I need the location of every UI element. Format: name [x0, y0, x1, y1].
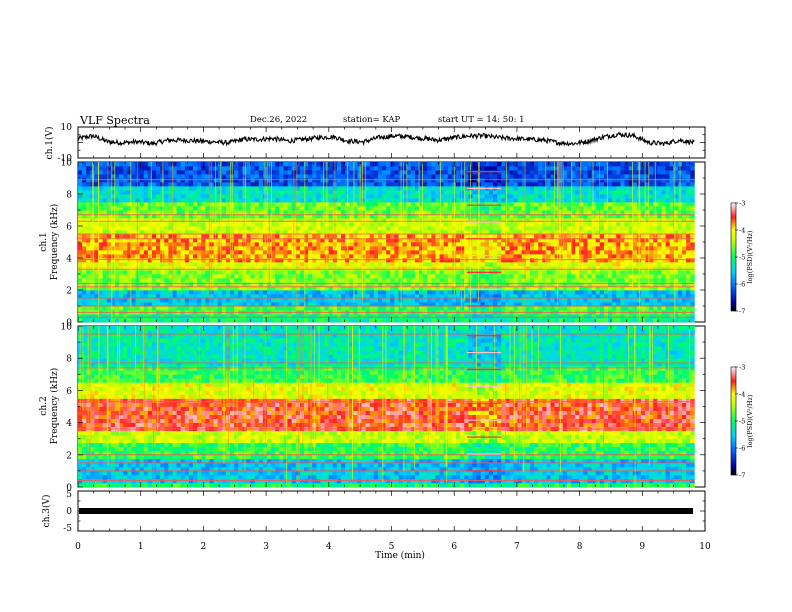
ch1-ytick-bottom: -10	[58, 154, 73, 164]
ch1-waveform-panel: 10 -10 ch.1(V)	[44, 123, 706, 164]
freq-tick-label: 0	[66, 319, 72, 329]
freq-tick-label: 4	[66, 419, 72, 429]
ch2-ylabel-frequency: Frequency (kHz)	[49, 368, 60, 445]
ch1-ytick-top: 10	[61, 123, 73, 133]
ch1-waveform-line	[77, 131, 695, 147]
ch1-ylabel-frequency: Frequency (kHz)	[49, 204, 60, 281]
ch1-ylabel-channel: ch.1	[39, 232, 49, 251]
colorbar-tick-label: -4	[739, 391, 745, 399]
time-tick-label: 3	[263, 542, 269, 552]
colorbar-tick-label: -6	[739, 445, 745, 453]
time-tick-label: 9	[639, 542, 645, 552]
ch3-ytick-mid: 0	[66, 507, 72, 517]
ch2-colorbar: -3 -4 -5 -6 -7 log(PSD)(V²/Hz)	[730, 364, 754, 480]
ch2-colorbar-label: log(PSD)(V²/Hz)	[746, 394, 754, 447]
colorbar-tick-label: -7	[739, 472, 745, 480]
ch2-ylabel-channel: ch.2	[39, 396, 49, 415]
colorbar-tick-label: -4	[739, 227, 745, 235]
ch3-waveform-line	[79, 508, 693, 514]
time-tick-label: 10	[699, 542, 711, 552]
time-tick-label: 6	[451, 542, 457, 552]
colorbar-tick-label: -5	[739, 418, 745, 426]
ch3-waveform-panel: 5 0 -5 ch.3(V)	[41, 490, 706, 534]
freq-tick-label: 4	[66, 255, 72, 265]
colorbar-tick-label: -3	[739, 364, 745, 372]
colorbar-tick-label: -5	[739, 254, 745, 262]
ch1-ylabel: ch.1(V)	[44, 127, 55, 160]
colorbar-tick-label: -7	[739, 308, 745, 316]
colorbar-tick-label: -6	[739, 281, 745, 289]
freq-tick-label: 10	[61, 323, 73, 333]
time-axis: 0 1 2 3 4 5 6 7 8 9 10	[75, 542, 711, 552]
time-tick-label: 1	[138, 542, 144, 552]
ch2-spectrogram-panel: 0 2 4 6 8 10 ch.2 Frequency (kHz)	[39, 323, 706, 494]
time-tick-label: 2	[201, 542, 207, 552]
freq-tick-label: 6	[66, 387, 72, 397]
station-label: station= KAP	[343, 115, 401, 125]
freq-tick-label: 8	[66, 191, 72, 201]
date-label: Dec.26, 2022	[250, 115, 307, 125]
ch3-ytick-top: 5	[66, 490, 72, 500]
ch1-colorbar-label: log(PSD)(V²/Hz)	[746, 230, 754, 283]
start-time-label: start UT = 14: 50: 1	[438, 115, 525, 125]
freq-tick-label: 10	[61, 159, 73, 169]
time-tick-label: 8	[577, 542, 583, 552]
freq-tick-label: 2	[66, 287, 72, 297]
freq-tick-label: 8	[66, 355, 72, 365]
time-axis-label: Time (min)	[375, 550, 425, 561]
time-tick-label: 4	[326, 542, 332, 552]
ch3-ylabel: ch.3(V)	[41, 495, 52, 528]
time-tick-label: 7	[514, 542, 520, 552]
freq-tick-label: 0	[66, 484, 72, 494]
time-tick-label: 0	[75, 542, 81, 552]
ch3-ytick-bottom: -5	[63, 524, 72, 534]
ch1-colorbar: -3 -4 -5 -6 -7 log(PSD)(V²/Hz)	[730, 200, 754, 316]
colorbar-tick-label: -3	[739, 200, 745, 208]
freq-tick-label: 6	[66, 223, 72, 233]
ch1-spectrogram-panel: 0 2 4 6 8 10 ch.1 Frequency (kHz)	[39, 159, 706, 329]
freq-tick-label: 2	[66, 451, 72, 461]
time-tick-label: 5	[389, 542, 395, 552]
figure-title: VLF Spectra	[79, 114, 150, 127]
